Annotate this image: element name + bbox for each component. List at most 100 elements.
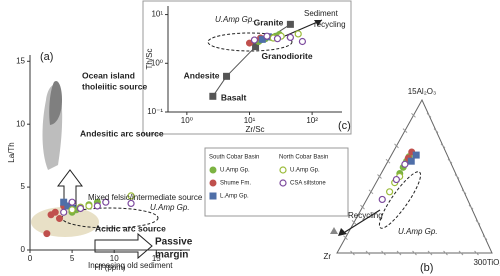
legend-title: South Cobar Basin [209,155,259,161]
annotation: Acidic arc source [95,223,166,233]
arrow-right [94,232,153,260]
y-tick-label: 10⁻¹ [147,107,163,116]
ternary-tick [385,158,391,164]
data-point [93,202,101,210]
data-point [60,208,68,216]
reference-point [252,43,260,51]
dashed-envelope [378,171,422,229]
data-point [412,151,420,159]
data-point [85,202,93,210]
annotation: (a) [40,51,53,63]
ternary-marker [330,227,338,234]
legend-title: North Cobar Basin [279,155,328,161]
ternary-tick [368,189,374,195]
ternary-tick [351,220,357,225]
data-point [60,198,68,206]
apex-label: Zr [323,252,331,261]
x-tick-label: 15 [152,254,161,263]
reference-point [286,20,294,28]
data-point [47,211,55,219]
legend-marker [209,166,217,174]
ternary-tick [365,250,371,256]
data-point [250,36,259,44]
legend-label: U.Amp Gp. [290,168,320,174]
ternary-tick [443,250,448,256]
y-tick-label: 10⁰ [151,58,163,67]
x-tick-label: 10 [110,254,119,263]
data-point [263,32,271,40]
ternary-tick [440,143,446,149]
x-tick-label: 10¹ [244,116,256,125]
reference-label: Granodiorite [262,51,313,61]
annotation: Andesitic arc source [80,128,164,138]
data-point [43,230,51,238]
ternary-tick [468,204,474,210]
ternary-tick [482,235,488,241]
y-tick-label: 15 [16,56,25,65]
ternary-tick [394,143,399,149]
y-tick-label: 0 [21,245,26,254]
reference-point [209,92,217,100]
data-point [294,30,302,38]
ternary-tick [350,250,355,256]
legend-box [204,147,349,217]
annotation: Increasing old sediment [88,261,173,270]
arrow-head [314,20,322,26]
ternary-tick [402,128,408,133]
data-point [273,35,282,43]
apex-label: 300TiO₂ [473,258,500,267]
annotation: Passive [155,237,193,248]
ternary-tick [433,128,439,133]
legend-marker [209,179,217,187]
annotation: margin [155,250,188,261]
arrow-head [338,228,347,236]
data-point [245,39,253,47]
x-tick-label: 10² [306,116,318,125]
legend-label: CSA siltstone [290,181,326,187]
legend-marker [209,192,217,200]
y-axis-label: La/Th [7,142,16,162]
ternary-tick [360,204,365,210]
data-point [401,160,409,168]
annotation: (c) [338,120,351,132]
ternary-tick [427,250,433,256]
dashed-envelope [207,32,293,52]
apex-label: 15Al₂O₃ [408,87,437,96]
data-point [127,199,135,208]
data-point [286,33,294,41]
data-point [407,157,415,165]
ternary-tick [474,250,479,256]
data-point [127,192,135,200]
ternary-tick [411,112,416,118]
legend-label: L.Amp Gp. [220,194,249,200]
reference-label: Granite [254,18,284,28]
arrow-up [57,169,83,209]
x-tick-label: 10⁰ [181,116,193,125]
x-axis-label: Zr/Sc [245,125,264,134]
ternary-tick [381,250,386,256]
annotation: recycling [314,20,346,29]
data-point [386,188,394,196]
data-point [298,37,307,46]
annotation: Recycling [348,211,383,220]
annotation: U.Amp Gp. [215,15,255,24]
data-point [76,204,85,213]
arrow-line [344,209,381,233]
legend-label: Shume Fm. [220,181,251,187]
annotation: (b) [420,262,433,274]
reference-label: Andesite [184,71,220,81]
ternary-tick [447,158,453,164]
ternary-tick [343,235,348,241]
legend-marker [279,166,287,174]
ternary-tick [426,112,432,118]
ternary-tick [412,250,417,256]
legend-marker [279,179,287,187]
annotation: U.Amp Gp. [398,227,438,236]
x-axis-label: Hf (ppm) [94,263,125,272]
ternary-tick [475,220,481,225]
annotation: U.Amp Gp. [150,203,190,212]
data-point [102,198,110,206]
y-tick-label: 5 [21,182,26,191]
ternary-tick [454,174,460,179]
